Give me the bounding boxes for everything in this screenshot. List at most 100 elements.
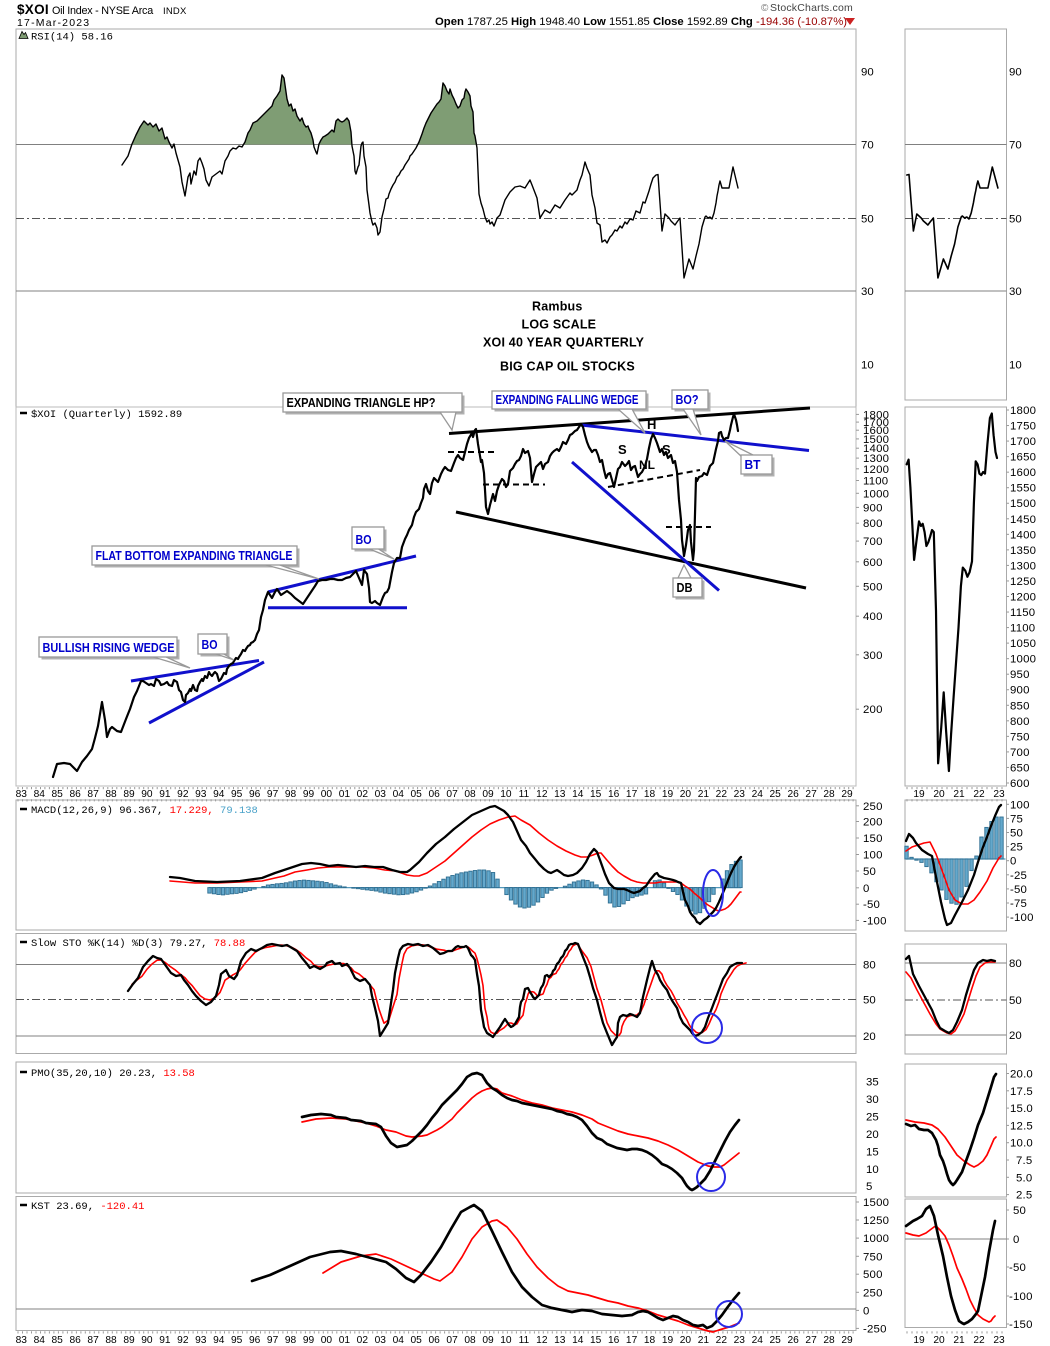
svg-text:75: 75: [1010, 813, 1023, 825]
svg-text:14: 14: [572, 789, 584, 800]
svg-text:99: 99: [303, 1335, 315, 1346]
svg-text:35: 35: [866, 1076, 879, 1088]
svg-text:400: 400: [863, 611, 883, 623]
svg-text:21: 21: [953, 789, 965, 800]
svg-text:00: 00: [321, 1335, 333, 1346]
svg-text:600: 600: [1010, 778, 1030, 790]
svg-text:23: 23: [734, 1335, 746, 1346]
svg-text:17: 17: [626, 789, 638, 800]
svg-text:29: 29: [841, 1335, 853, 1346]
svg-text:21: 21: [698, 789, 710, 800]
svg-text:RSI(14) 58.16: RSI(14) 58.16: [31, 32, 113, 44]
svg-text:S: S: [618, 442, 627, 457]
svg-text:20: 20: [680, 789, 692, 800]
svg-text:20: 20: [680, 1335, 692, 1346]
svg-text:08: 08: [464, 1335, 476, 1346]
svg-text:86: 86: [69, 789, 81, 800]
svg-text:17-Mar-2023: 17-Mar-2023: [17, 17, 90, 29]
svg-text:-75: -75: [1010, 898, 1027, 910]
svg-text:20: 20: [863, 1031, 876, 1043]
svg-text:29: 29: [841, 789, 853, 800]
svg-text:10: 10: [861, 359, 874, 371]
svg-text:H: H: [647, 417, 656, 432]
svg-text:0: 0: [1010, 856, 1017, 868]
svg-text:19: 19: [913, 789, 925, 800]
svg-text:21: 21: [698, 1335, 710, 1346]
svg-text:FLAT BOTTOM EXPANDING TRIANGLE: FLAT BOTTOM EXPANDING TRIANGLE: [96, 549, 293, 563]
svg-text:90: 90: [1009, 66, 1022, 78]
svg-text:10.0: 10.0: [1010, 1138, 1033, 1150]
svg-text:89: 89: [123, 1335, 135, 1346]
svg-text:BT: BT: [745, 458, 761, 472]
svg-text:95: 95: [231, 1335, 243, 1346]
svg-text:22: 22: [973, 789, 985, 800]
svg-text:90: 90: [141, 789, 153, 800]
svg-text:50: 50: [863, 995, 876, 1007]
svg-text:700: 700: [863, 536, 883, 548]
svg-text:26: 26: [787, 1335, 799, 1346]
svg-text:09: 09: [482, 789, 494, 800]
svg-text:85: 85: [52, 789, 64, 800]
svg-text:-25: -25: [1010, 870, 1027, 882]
svg-text:300: 300: [863, 650, 883, 662]
svg-text:92: 92: [177, 789, 189, 800]
svg-text:07: 07: [446, 1335, 458, 1346]
svg-text:20: 20: [866, 1129, 879, 1141]
svg-text:97: 97: [267, 789, 279, 800]
svg-text:15: 15: [590, 789, 602, 800]
svg-text:97: 97: [267, 1335, 279, 1346]
svg-text:17: 17: [626, 1335, 638, 1346]
svg-text:13: 13: [554, 1335, 566, 1346]
svg-text:96: 96: [249, 789, 261, 800]
svg-text:23: 23: [993, 789, 1005, 800]
svg-text:EXPANDING TRIANGLE HP?: EXPANDING TRIANGLE HP?: [287, 396, 436, 410]
svg-text:1250: 1250: [1010, 576, 1036, 588]
svg-text:50: 50: [1010, 828, 1023, 840]
svg-text:BULLISH RISING WEDGE: BULLISH RISING WEDGE: [43, 641, 175, 655]
svg-text:15: 15: [866, 1146, 879, 1158]
svg-text:500: 500: [863, 581, 883, 593]
svg-text:950: 950: [1010, 669, 1030, 681]
svg-text:87: 87: [87, 1335, 99, 1346]
svg-text:84: 84: [34, 1335, 46, 1346]
svg-text:91: 91: [159, 789, 171, 800]
svg-text:800: 800: [863, 518, 883, 530]
svg-text:12: 12: [536, 789, 548, 800]
svg-text:-100: -100: [1009, 1291, 1033, 1303]
svg-text:93: 93: [195, 789, 207, 800]
svg-text:83: 83: [16, 789, 28, 800]
svg-text:100: 100: [1010, 799, 1030, 811]
svg-text:86: 86: [69, 1335, 81, 1346]
svg-text:10: 10: [500, 1335, 512, 1346]
svg-text:25: 25: [770, 1335, 782, 1346]
svg-text:1000: 1000: [863, 488, 889, 500]
svg-text:-100: -100: [1010, 912, 1034, 924]
svg-text:MACD(12,26,9) 96.367, 17.229,: MACD(12,26,9) 96.367, 17.229, 79.138: [31, 805, 258, 817]
svg-text:98: 98: [285, 1335, 297, 1346]
svg-text:$XOI: $XOI: [17, 2, 49, 17]
svg-text:1800: 1800: [863, 409, 889, 421]
svg-text:88: 88: [105, 789, 117, 800]
svg-text:850: 850: [1010, 700, 1030, 712]
svg-text:0: 0: [863, 883, 870, 895]
svg-text:5.0: 5.0: [1016, 1172, 1032, 1184]
svg-text:1750: 1750: [1010, 421, 1036, 433]
svg-text:1000: 1000: [1010, 654, 1036, 666]
svg-text:Oil Index - NYSE Arca: Oil Index - NYSE Arca: [52, 5, 153, 17]
svg-text:1150: 1150: [1010, 607, 1035, 619]
svg-text:1550: 1550: [1010, 483, 1036, 495]
svg-text:750: 750: [863, 1251, 883, 1263]
svg-text:94: 94: [213, 1335, 225, 1346]
svg-text:PMO(35,20,10) 20.23, 13.58: PMO(35,20,10) 20.23, 13.58: [31, 1068, 195, 1080]
svg-text:150: 150: [863, 833, 883, 845]
svg-text:900: 900: [863, 502, 883, 514]
svg-text:19: 19: [662, 1335, 674, 1346]
svg-text:95: 95: [231, 789, 243, 800]
svg-text:05: 05: [411, 789, 423, 800]
svg-text:03: 03: [375, 789, 387, 800]
svg-text:©: ©: [761, 3, 769, 14]
svg-text:1700: 1700: [1010, 436, 1036, 448]
svg-text:INDX: INDX: [163, 6, 187, 17]
svg-text:92: 92: [177, 1335, 189, 1346]
svg-text:89: 89: [123, 789, 135, 800]
